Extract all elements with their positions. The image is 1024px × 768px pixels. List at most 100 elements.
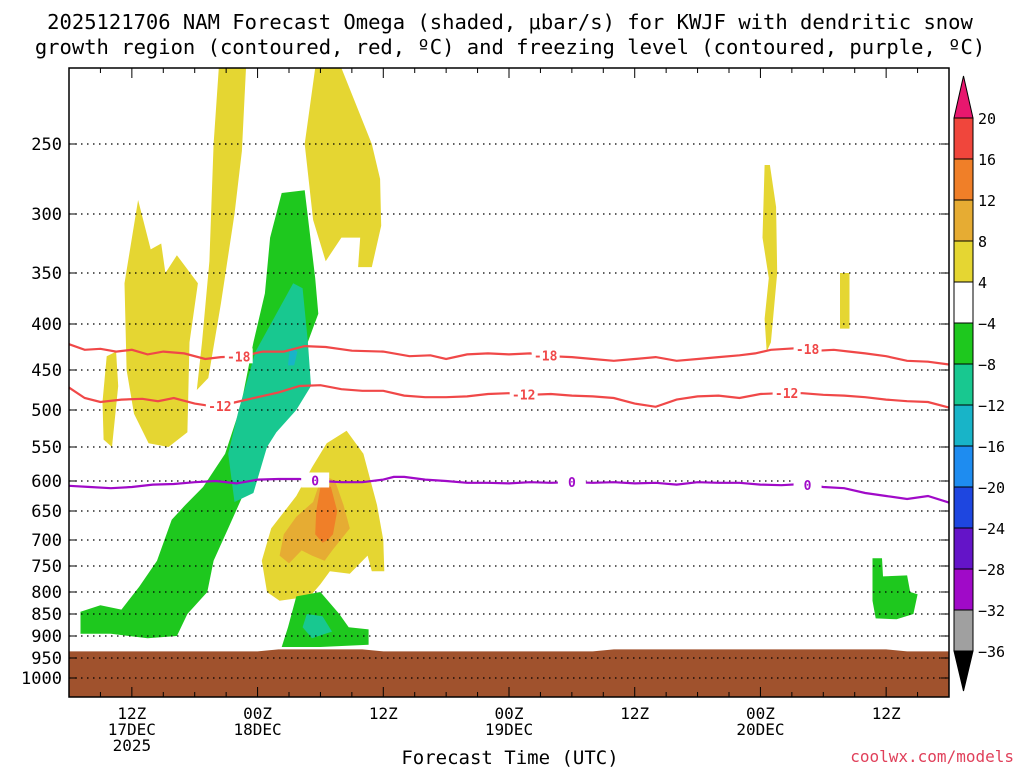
isotherm-label: 0 <box>311 474 319 489</box>
isotherm-label: -18 <box>796 343 820 358</box>
colorbar-label: −4 <box>978 315 996 333</box>
isotherm-label: -18 <box>227 350 251 365</box>
colorbar-label: −28 <box>978 561 1005 579</box>
colorbar-label: −8 <box>978 356 996 374</box>
colorbar-segment <box>953 322 974 365</box>
chart-title: 2025121706 NAM Forecast Omega (shaded, μ… <box>35 10 985 59</box>
isotherm-label-bg <box>793 340 822 356</box>
colorbar-segment <box>953 117 974 160</box>
y-tick-label-250: 250 <box>31 135 62 155</box>
x-axis-label: Forecast Time (UTC) <box>401 747 618 768</box>
colorbar-label: −16 <box>978 438 1005 456</box>
colorbar-segment <box>953 404 974 447</box>
isotherm-label-bg <box>531 347 560 363</box>
colorbar-segment <box>953 240 974 283</box>
y-tick-label-600: 600 <box>31 472 62 492</box>
isotherm-label: -12 <box>512 388 535 403</box>
colorbar-label: −32 <box>978 602 1005 620</box>
colorbar-label: 12 <box>978 192 996 210</box>
isotherm-label-bg <box>557 474 586 490</box>
y-tick-label-400: 400 <box>31 315 62 335</box>
colorbar-label: 8 <box>978 233 987 251</box>
colorbar-label: −24 <box>978 520 1005 538</box>
pressure-gridlines <box>69 143 949 679</box>
omega-region-yellow-right-upper <box>762 165 778 352</box>
isotherm-label: 0 <box>804 479 812 494</box>
y-tick-label-350: 350 <box>31 264 62 284</box>
omega-colorbar: 20 16 12 8 4 −4 −8 −12 −16 −20 −24 −28 −32 −36 <box>953 75 1005 692</box>
omega-region-teal-core <box>228 283 311 502</box>
pressure-axis: 2503003504004505005506006507007508008509… <box>21 135 949 689</box>
y-tick-label-650: 650 <box>31 502 62 522</box>
colorbar-label: 20 <box>978 110 996 128</box>
omega-region-green-right-blob <box>872 558 918 620</box>
isotherm-label: 0 <box>568 476 576 491</box>
colorbar-segment <box>953 158 974 201</box>
colorbar-label: 4 <box>978 274 987 292</box>
terrain-region <box>69 649 949 697</box>
chart-title-line-1: 2025121706 NAM Forecast Omega (shaded, μ… <box>47 10 973 34</box>
isotherm--12 <box>68 384 950 409</box>
isotherm-label-bg <box>793 476 822 492</box>
isotherm-contours: -18 -18 -18 -12 -12 -12 0 0 0 <box>68 340 950 504</box>
y-tick-label-500: 500 <box>31 401 62 421</box>
x-tick-label: 2025 <box>113 736 152 755</box>
colorbar-label: −20 <box>978 479 1005 497</box>
y-tick-label-800: 800 <box>31 583 62 603</box>
x-tick-label: 12Z <box>620 704 649 723</box>
isotherm-label-bg <box>301 472 330 488</box>
omega-shading <box>80 68 918 647</box>
x-tick-label: 17DEC <box>108 720 156 739</box>
omega-region-teal-lower-blob <box>302 614 332 639</box>
x-tick-label: 00Z <box>495 704 524 723</box>
colorbar-segment <box>953 281 974 324</box>
isotherm-label-bg <box>205 397 234 413</box>
terrain-fill <box>69 649 949 697</box>
y-tick-label-900: 900 <box>31 627 62 647</box>
colorbar-segment <box>953 363 974 406</box>
colorbar-segment <box>953 75 974 119</box>
x-tick-label: 12Z <box>872 704 901 723</box>
y-tick-label-550: 550 <box>31 438 62 458</box>
omega-region-cyan-spot <box>288 347 298 366</box>
isotherm-label: -12 <box>208 400 231 415</box>
x-tick-label: 12Z <box>117 704 146 723</box>
y-tick-label-750: 750 <box>31 557 62 577</box>
y-tick-label-300: 300 <box>31 205 62 225</box>
isotherm-label-bg <box>772 385 801 401</box>
watermark-url: coolwx.com/models <box>850 747 1014 766</box>
colorbar-label: −36 <box>978 643 1005 661</box>
omega-region-green-lower-blob <box>281 592 369 647</box>
x-tick-label: 12Z <box>369 704 398 723</box>
omega-region-yellow-right-small <box>840 273 850 329</box>
colorbar-segment <box>953 445 974 488</box>
x-tick-label: 20DEC <box>736 720 784 739</box>
omega-region-yellow-upper-middle <box>304 68 382 268</box>
colorbar-label: −12 <box>978 397 1005 415</box>
y-tick-label-950: 950 <box>31 649 62 669</box>
isotherm-label-bg <box>509 386 538 402</box>
colorbar-segment <box>953 650 974 692</box>
colorbar-segment <box>953 568 974 611</box>
y-tick-label-1000: 1000 <box>21 669 62 689</box>
isotherm-label: -12 <box>775 387 798 402</box>
x-tick-label: 19DEC <box>485 720 533 739</box>
colorbar-segment <box>953 527 974 570</box>
y-tick-label-450: 450 <box>31 361 62 381</box>
colorbar-segment <box>953 609 974 652</box>
omega-region-yellow-left-tower <box>196 68 246 390</box>
colorbar-segment <box>953 486 974 529</box>
omega-region-deep-orange-core <box>315 481 338 543</box>
omega-region-yellow-upper-left <box>124 200 198 447</box>
colorbar-segment <box>953 199 974 242</box>
colorbar-label: 16 <box>978 151 996 169</box>
isotherm-label: -18 <box>534 350 558 365</box>
x-tick-label: 00Z <box>243 704 272 723</box>
x-tick-label: 00Z <box>746 704 775 723</box>
isotherm-label-bg <box>224 348 253 364</box>
x-tick-label: 18DEC <box>233 720 281 739</box>
y-tick-label-850: 850 <box>31 605 62 625</box>
y-tick-label-700: 700 <box>31 531 62 551</box>
